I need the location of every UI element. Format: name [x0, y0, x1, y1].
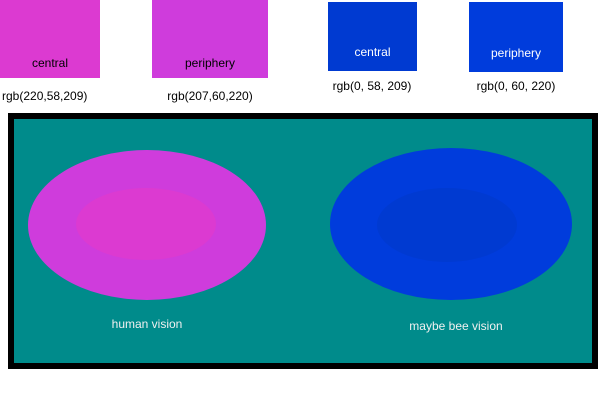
rgb-value-bee-periphery: rgb(0, 60, 220)	[476, 79, 556, 93]
rgb-value-human-central: rgb(220,58,209)	[2, 89, 88, 103]
human-vision-central-ellipse	[76, 188, 216, 260]
swatch-human-periphery: periphery	[152, 0, 268, 78]
bee-vision-central-ellipse	[377, 188, 517, 262]
swatch-human-central: central	[0, 0, 100, 78]
rgb-value-bee-central: rgb(0, 58, 209)	[332, 79, 412, 93]
bee-vision-label: maybe bee vision	[409, 319, 503, 333]
vision-comparison-panel: human vision maybe bee vision	[8, 113, 598, 369]
swatch-bee-central: central	[328, 2, 417, 71]
rgb-value-human-periphery: rgb(207,60,220)	[167, 89, 253, 103]
swatch-human-periphery-label: periphery	[184, 56, 236, 70]
swatch-bee-periphery-label: periphery	[490, 46, 542, 60]
swatch-bee-periphery: periphery	[469, 2, 563, 72]
human-vision-label: human vision	[111, 317, 183, 331]
swatch-bee-central-label: central	[354, 45, 391, 59]
swatch-human-central-label: central	[31, 56, 69, 70]
